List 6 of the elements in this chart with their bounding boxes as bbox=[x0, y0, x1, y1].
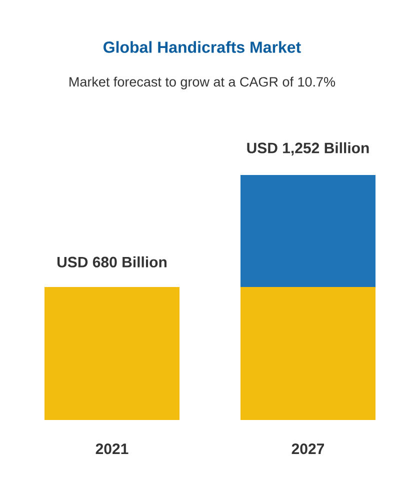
x-tick-label: 2027 bbox=[292, 444, 324, 454]
chart-subtitle: Market forecast to grow at a CAGR of 10.7% bbox=[70, 76, 336, 90]
total-label: USD 680 Billion bbox=[57, 256, 166, 268]
x-tick-label: 2021 bbox=[96, 444, 128, 454]
chart-title: Global Handicrafts Market bbox=[104, 41, 301, 53]
total-label: USD 1,252 Billion bbox=[247, 142, 369, 156]
